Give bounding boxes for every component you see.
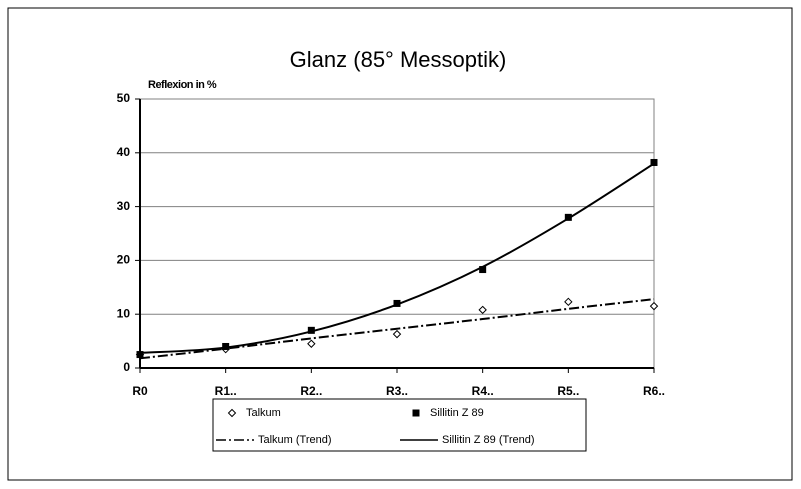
marker <box>650 158 658 166</box>
marker <box>392 329 402 339</box>
x-tick-label: R5.. <box>557 384 579 398</box>
x-tick-label: R2.. <box>300 384 322 398</box>
y-tick-label: 10 <box>117 306 131 320</box>
marker <box>393 299 401 307</box>
marker <box>227 408 237 418</box>
trend-line <box>139 162 655 354</box>
legend-box <box>212 398 587 452</box>
marker <box>222 342 230 350</box>
x-tick-label: R4.. <box>472 384 494 398</box>
x-tick-label: R0 <box>132 384 148 398</box>
y-tick-label: 20 <box>117 253 131 267</box>
y-tick-label: 0 <box>123 360 130 374</box>
legend-label: Talkum (Trend) <box>258 434 332 446</box>
marker <box>307 326 315 334</box>
y-tick-label: 40 <box>117 145 131 159</box>
marker <box>564 297 573 307</box>
marker <box>649 301 659 311</box>
x-tick-label: R6.. <box>643 384 665 398</box>
y-tick-label: 30 <box>117 199 131 213</box>
y-tick-label: 50 <box>117 91 131 105</box>
x-tick-label: R1.. <box>215 384 237 398</box>
marker <box>479 266 487 274</box>
plot-area <box>139 98 655 369</box>
legend-label: Talkum <box>246 407 281 419</box>
marker <box>412 409 420 417</box>
marker <box>136 351 144 359</box>
legend-label: Sillitin Z 89 <box>430 407 484 419</box>
legend-label: Sillitin Z 89 (Trend) <box>442 434 535 446</box>
marker <box>478 305 487 315</box>
marker <box>307 339 316 348</box>
y-axis-label: Reflexion in % <box>148 79 217 91</box>
x-tick-label: R3.. <box>386 384 408 398</box>
trend-line <box>139 298 655 360</box>
chart-title: Glanz (85° Messoptik) <box>290 47 507 72</box>
